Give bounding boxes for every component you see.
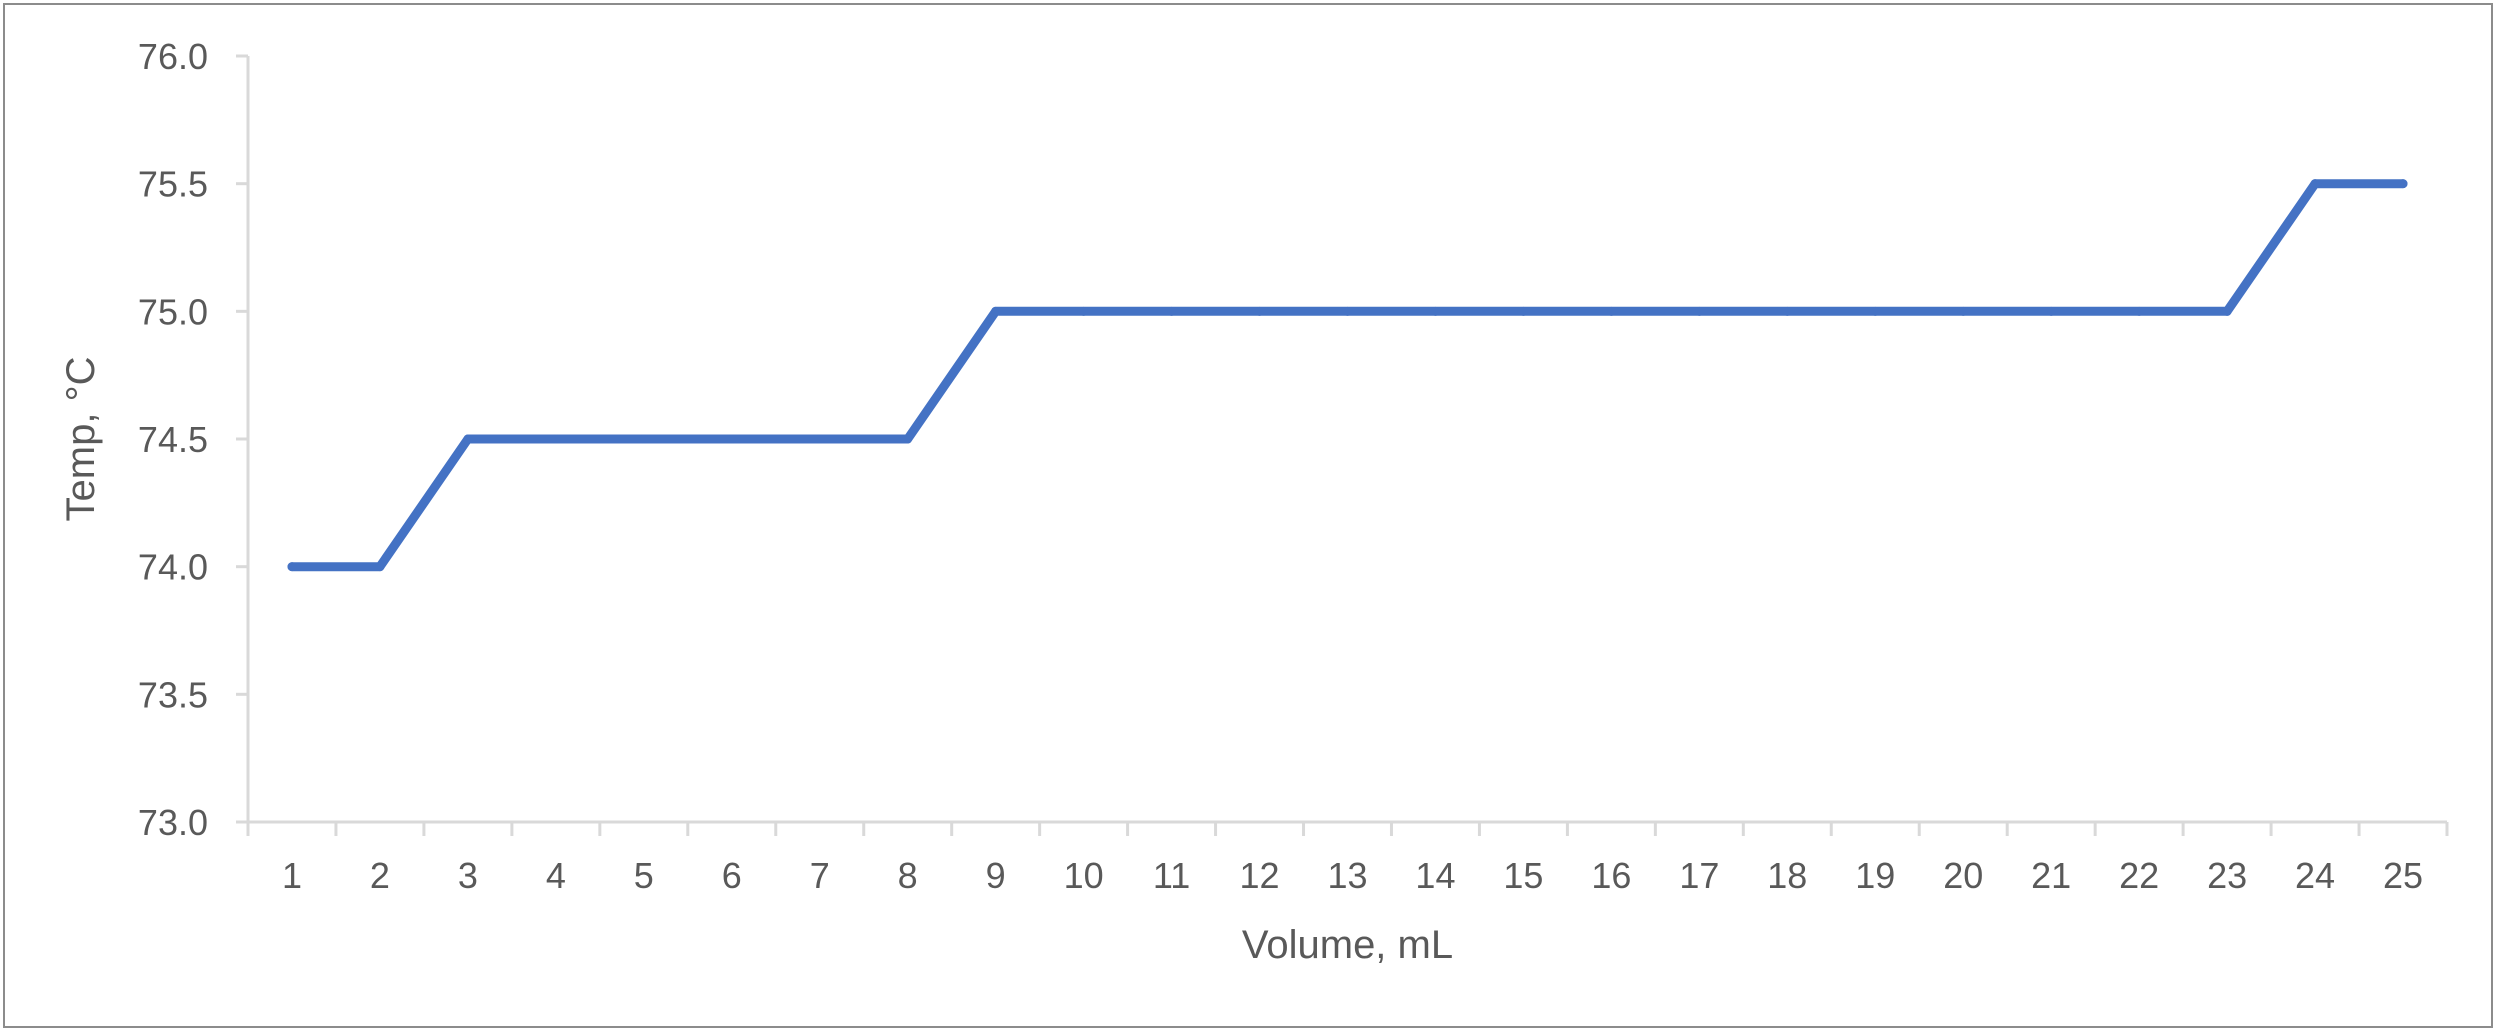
x-tick-label: 7 — [810, 855, 830, 896]
data-point — [2222, 306, 2232, 316]
x-axis-title: Volume, mL — [1242, 923, 1453, 967]
x-tick-label: 23 — [2207, 855, 2247, 896]
data-point — [727, 434, 737, 444]
x-tick-label: 10 — [1064, 855, 1104, 896]
y-tick-label: 75.5 — [138, 164, 208, 205]
x-tick-label: 13 — [1327, 855, 1367, 896]
x-tick-label: 1 — [282, 855, 302, 896]
x-tick-label: 6 — [722, 855, 742, 896]
data-point — [903, 434, 913, 444]
data-point — [1958, 306, 1968, 316]
x-tick-label: 9 — [986, 855, 1006, 896]
x-tick-label: 15 — [1503, 855, 1543, 896]
data-point — [1343, 306, 1352, 316]
data-point — [2398, 179, 2408, 189]
data-point — [1167, 306, 1177, 316]
data-point — [1870, 306, 1880, 316]
y-axis: 73.0 73.5 74.0 74.5 75.0 75.5 76.0 — [138, 36, 250, 843]
data-point — [2046, 306, 2056, 316]
x-tick-label: 12 — [1240, 855, 1280, 896]
x-tick-label: 5 — [634, 855, 654, 896]
x-tick-label: 16 — [1591, 855, 1631, 896]
series-group — [287, 179, 2408, 572]
data-point — [1518, 306, 1528, 316]
x-tick-label: 22 — [2119, 855, 2159, 896]
y-tick-label: 75.0 — [138, 291, 208, 332]
x-tick-label: 21 — [2031, 855, 2071, 896]
y-tick-label: 76.0 — [138, 36, 208, 77]
series-line — [287, 179, 2408, 572]
data-point — [1430, 306, 1440, 316]
y-axis-title: Temp, °C — [59, 357, 103, 522]
x-tick-label: 4 — [546, 855, 566, 896]
data-point — [551, 434, 561, 444]
x-tick-label: 14 — [1415, 855, 1455, 896]
data-point — [815, 434, 825, 444]
x-tick-label: 11 — [1153, 855, 1190, 896]
data-point — [375, 562, 385, 572]
x-tick-label: 8 — [898, 855, 918, 896]
data-point — [1782, 306, 1792, 316]
x-tick-label: 2 — [370, 855, 390, 896]
data-point — [639, 434, 649, 444]
y-tick-label: 74.0 — [138, 547, 208, 588]
data-point — [1606, 306, 1616, 316]
data-point — [1079, 306, 1089, 316]
data-point — [2134, 306, 2144, 316]
data-point — [1255, 306, 1265, 316]
x-axis: 1 2 3 4 5 6 7 8 9 10 11 12 13 14 15 16 17 18 19 20 21 22 23 24 2… — [246, 820, 2449, 896]
x-tick-label: 3 — [458, 855, 478, 896]
x-tick-label: 19 — [1855, 855, 1895, 896]
x-tick-label: 24 — [2295, 855, 2335, 896]
data-point — [991, 306, 1001, 316]
y-tick-label: 74.5 — [138, 419, 208, 460]
data-point — [287, 562, 297, 572]
data-point — [2310, 179, 2320, 189]
x-tick-label: 20 — [1943, 855, 1983, 896]
data-point — [1694, 306, 1704, 316]
x-tick-label: 25 — [2383, 855, 2423, 896]
x-tick-label: 17 — [1679, 855, 1719, 896]
y-tick-label: 73.0 — [138, 802, 208, 843]
y-tick-label: 73.5 — [138, 674, 208, 715]
data-point — [463, 434, 473, 444]
x-tick-label: 18 — [1767, 855, 1807, 896]
